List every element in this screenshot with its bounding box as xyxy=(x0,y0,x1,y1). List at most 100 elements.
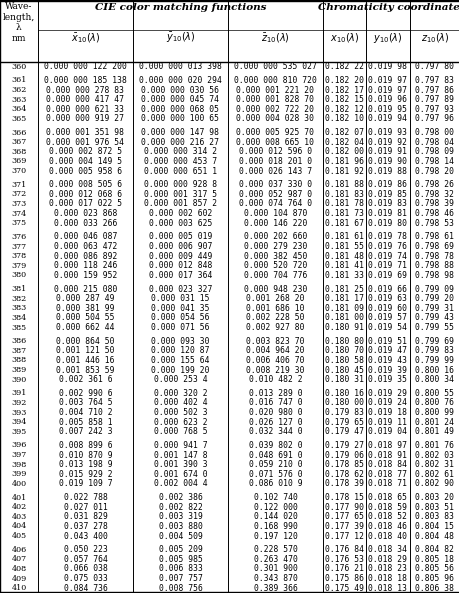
Text: 0.000 520 720: 0.000 520 720 xyxy=(243,262,307,270)
Text: 0.086 010 9: 0.086 010 9 xyxy=(248,479,302,489)
Text: 0.181 09: 0.181 09 xyxy=(325,304,363,313)
Text: 0.018 23: 0.018 23 xyxy=(368,565,407,573)
Text: 0.000 000 314 2: 0.000 000 314 2 xyxy=(144,147,217,157)
Text: 0.797 80: 0.797 80 xyxy=(414,62,453,71)
Text: 0.000 052 987 0: 0.000 052 987 0 xyxy=(238,190,311,199)
Text: 395: 395 xyxy=(11,428,27,436)
Text: 0.020 980 0: 0.020 980 0 xyxy=(248,408,302,417)
Text: 397: 397 xyxy=(11,451,27,459)
Text: 0.031 829: 0.031 829 xyxy=(63,512,107,521)
Text: Chromaticity coordinates: Chromaticity coordinates xyxy=(317,3,459,12)
Text: 398: 398 xyxy=(11,461,27,468)
Text: 0.000 000 535 027: 0.000 000 535 027 xyxy=(234,62,316,71)
Text: 384: 384 xyxy=(11,314,27,322)
Text: 0.000 004 149 5: 0.000 004 149 5 xyxy=(49,157,122,166)
Text: 0.000 000 100 65: 0.000 000 100 65 xyxy=(141,114,219,123)
Text: 0.019 69: 0.019 69 xyxy=(368,271,407,280)
Text: 0.000 001 857 2: 0.000 001 857 2 xyxy=(144,199,217,209)
Text: 0.010 482 2: 0.010 482 2 xyxy=(248,375,302,384)
Text: 0.181 25: 0.181 25 xyxy=(325,285,363,294)
Text: 0.179 47: 0.179 47 xyxy=(325,428,363,436)
Text: 0.001 446 16: 0.001 446 16 xyxy=(56,356,114,365)
Text: 0.000 046 087: 0.000 046 087 xyxy=(54,232,117,241)
Text: 0.000 031 15: 0.000 031 15 xyxy=(151,294,209,303)
Text: 0.000 003 625: 0.000 003 625 xyxy=(149,219,212,228)
Text: 0.000 000 453 7: 0.000 000 453 7 xyxy=(144,157,217,166)
Text: 0.019 24: 0.019 24 xyxy=(368,398,407,407)
Text: 0.000 287 49: 0.000 287 49 xyxy=(56,294,114,303)
Text: 0.000 253 4: 0.000 253 4 xyxy=(153,375,207,384)
Text: 388: 388 xyxy=(11,356,27,365)
Text: 0.001 686 10: 0.001 686 10 xyxy=(246,304,304,313)
Text: 0.176 53: 0.176 53 xyxy=(325,555,363,564)
Text: 0.019 93: 0.019 93 xyxy=(368,128,407,137)
Text: 0.180 31: 0.180 31 xyxy=(325,375,363,384)
Text: 0.001 268 20: 0.001 268 20 xyxy=(246,294,304,303)
Text: 0.000 941 7: 0.000 941 7 xyxy=(153,441,207,450)
Text: 0.000 864 50: 0.000 864 50 xyxy=(56,337,114,346)
Text: 0.797 83: 0.797 83 xyxy=(414,76,453,85)
Text: 0.805 96: 0.805 96 xyxy=(414,574,453,583)
Text: 0.802 03: 0.802 03 xyxy=(414,451,453,460)
Text: 0.800 55: 0.800 55 xyxy=(414,389,453,398)
Text: 0.000 008 505 6: 0.000 008 505 6 xyxy=(49,180,122,189)
Text: 0.071 576 0: 0.071 576 0 xyxy=(248,470,302,479)
Text: 0.000 008 665 10: 0.000 008 665 10 xyxy=(236,138,314,146)
Text: 0.019 47: 0.019 47 xyxy=(368,346,407,355)
Text: 368: 368 xyxy=(11,148,27,156)
Text: 0.032 344 0: 0.032 344 0 xyxy=(248,428,302,436)
Text: 366: 366 xyxy=(11,129,27,136)
Text: 0.000 074 764 0: 0.000 074 764 0 xyxy=(238,199,311,209)
Text: 0.000 502 3: 0.000 502 3 xyxy=(153,408,207,417)
Text: 0.800 34: 0.800 34 xyxy=(414,375,453,384)
Text: 0.263 470: 0.263 470 xyxy=(253,555,297,564)
Text: 0.002 990 6: 0.002 990 6 xyxy=(59,389,112,398)
Text: 0.181 96: 0.181 96 xyxy=(325,157,363,166)
Text: 0.798 26: 0.798 26 xyxy=(414,180,453,189)
Text: 383: 383 xyxy=(11,304,27,313)
Text: 0.178 85: 0.178 85 xyxy=(325,460,363,469)
Text: 0.798 88: 0.798 88 xyxy=(414,262,453,270)
Text: 0.798 32: 0.798 32 xyxy=(414,190,453,199)
Text: 0.000 104 870: 0.000 104 870 xyxy=(243,209,307,218)
Text: 0.001 853 59: 0.001 853 59 xyxy=(56,365,114,375)
Text: 0.799 83: 0.799 83 xyxy=(414,346,453,355)
Text: 0.019 57: 0.019 57 xyxy=(368,313,407,323)
Text: 0.000 000 122 200: 0.000 000 122 200 xyxy=(44,62,127,71)
Text: 0.018 34: 0.018 34 xyxy=(368,545,407,554)
Text: 0.008 219 30: 0.008 219 30 xyxy=(246,365,304,375)
Text: 0.000 041 35: 0.000 041 35 xyxy=(151,304,209,313)
Text: 0.000 146 220: 0.000 146 220 xyxy=(243,219,307,228)
Text: 363: 363 xyxy=(11,95,27,104)
Text: 0.000 382 450: 0.000 382 450 xyxy=(243,251,307,260)
Text: 0.018 91: 0.018 91 xyxy=(368,451,407,460)
Text: 0.181 17: 0.181 17 xyxy=(325,294,363,303)
Text: 0.798 20: 0.798 20 xyxy=(414,167,453,176)
Text: 374: 374 xyxy=(11,209,27,218)
Text: 0.003 823 70: 0.003 823 70 xyxy=(246,337,304,346)
Text: 404: 404 xyxy=(11,522,27,530)
Text: 0.000 000 068 05: 0.000 000 068 05 xyxy=(141,105,219,114)
Text: 0.007 242 3: 0.007 242 3 xyxy=(59,428,112,436)
Text: 0.000 005 925 70: 0.000 005 925 70 xyxy=(236,128,314,137)
Text: 0.019 109 7: 0.019 109 7 xyxy=(59,479,112,489)
Text: 0.000 002 602: 0.000 002 602 xyxy=(149,209,212,218)
Text: 0.180 00: 0.180 00 xyxy=(325,398,363,407)
Text: 0.000 402 4: 0.000 402 4 xyxy=(153,398,207,407)
Text: 375: 375 xyxy=(11,219,27,227)
Text: 409: 409 xyxy=(11,575,27,582)
Text: 0.084 736: 0.084 736 xyxy=(63,584,107,592)
Text: 365: 365 xyxy=(11,115,27,123)
Text: 0.003 764 5: 0.003 764 5 xyxy=(59,398,112,407)
Text: 0.798 39: 0.798 39 xyxy=(414,199,453,209)
Text: 0.000 006 907: 0.000 006 907 xyxy=(149,242,212,251)
Text: 361: 361 xyxy=(11,76,27,84)
Text: 0.799 43: 0.799 43 xyxy=(414,313,453,323)
Text: 0.018 40: 0.018 40 xyxy=(368,531,407,541)
Text: 0.004 509: 0.004 509 xyxy=(158,531,202,541)
Text: 0.037 278: 0.037 278 xyxy=(63,522,107,531)
Text: 0.039 802 0: 0.039 802 0 xyxy=(248,441,302,450)
Text: 399: 399 xyxy=(11,470,27,479)
Text: 0.178 15: 0.178 15 xyxy=(325,493,363,502)
Text: 0.000 279 230: 0.000 279 230 xyxy=(243,242,307,251)
